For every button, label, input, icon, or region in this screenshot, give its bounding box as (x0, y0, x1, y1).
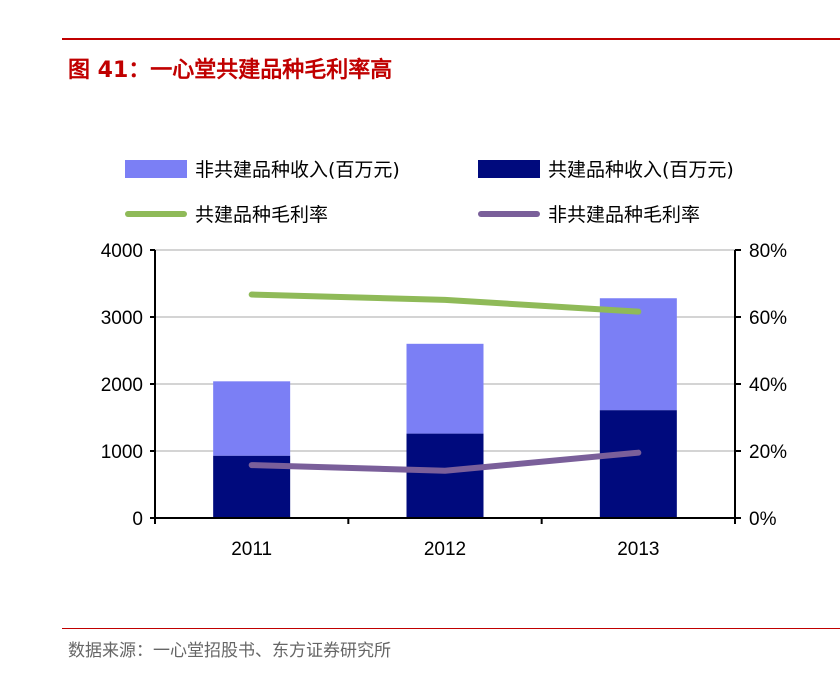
line-coop-margin (248, 291, 642, 315)
x-tick-label: 2011 (231, 539, 272, 560)
legend-swatch (478, 159, 540, 178)
legend-item-coop-margin: 共建品种毛利率 (125, 200, 328, 227)
x-tick-label: 2013 (617, 539, 659, 560)
legend-swatch (478, 210, 540, 217)
y-tick-label: 4000 (101, 241, 143, 262)
x-tick-label: 2012 (424, 539, 466, 560)
bottom-rule (62, 628, 840, 629)
y2-tick-label: 20% (749, 442, 787, 463)
source-note: 数据来源：一心堂招股书、东方证券研究所 (68, 641, 391, 661)
top-rule (62, 38, 840, 40)
bar-non-coop-revenue (406, 343, 484, 434)
legend-label: 共建品种毛利率 (195, 204, 329, 226)
y-tick-label: 1000 (101, 442, 143, 463)
figure-title: 图 41：一心堂共建品种毛利率高 (68, 58, 393, 83)
legend-swatch (125, 210, 187, 217)
y2-tick-label: 0% (749, 509, 777, 530)
legend-label: 非共建品种毛利率 (548, 204, 701, 226)
legend-label: 非共建品种收入(百万元) (195, 159, 400, 181)
y2-tick-label: 80% (749, 241, 787, 262)
line-non-coop-margin (248, 449, 642, 474)
bar-coop-revenue (599, 410, 677, 518)
y-tick-label: 0 (132, 509, 143, 530)
legend-label: 共建品种收入(百万元) (548, 159, 734, 181)
y-tick-label: 3000 (101, 308, 143, 329)
bar-non-coop-revenue (213, 381, 291, 456)
bar-coop-revenue (406, 433, 484, 518)
legend-item-non-coop-margin: 非共建品种毛利率 (478, 200, 700, 227)
bar-non-coop-revenue (599, 298, 677, 411)
legend-swatch (125, 159, 187, 178)
y2-tick-label: 60% (749, 308, 787, 329)
y2-tick-label: 40% (749, 375, 787, 396)
legend-item-coop-revenue: 共建品种收入(百万元) (478, 155, 734, 182)
legend-item-non-coop-revenue: 非共建品种收入(百万元) (125, 155, 400, 182)
y-tick-label: 2000 (101, 375, 143, 396)
